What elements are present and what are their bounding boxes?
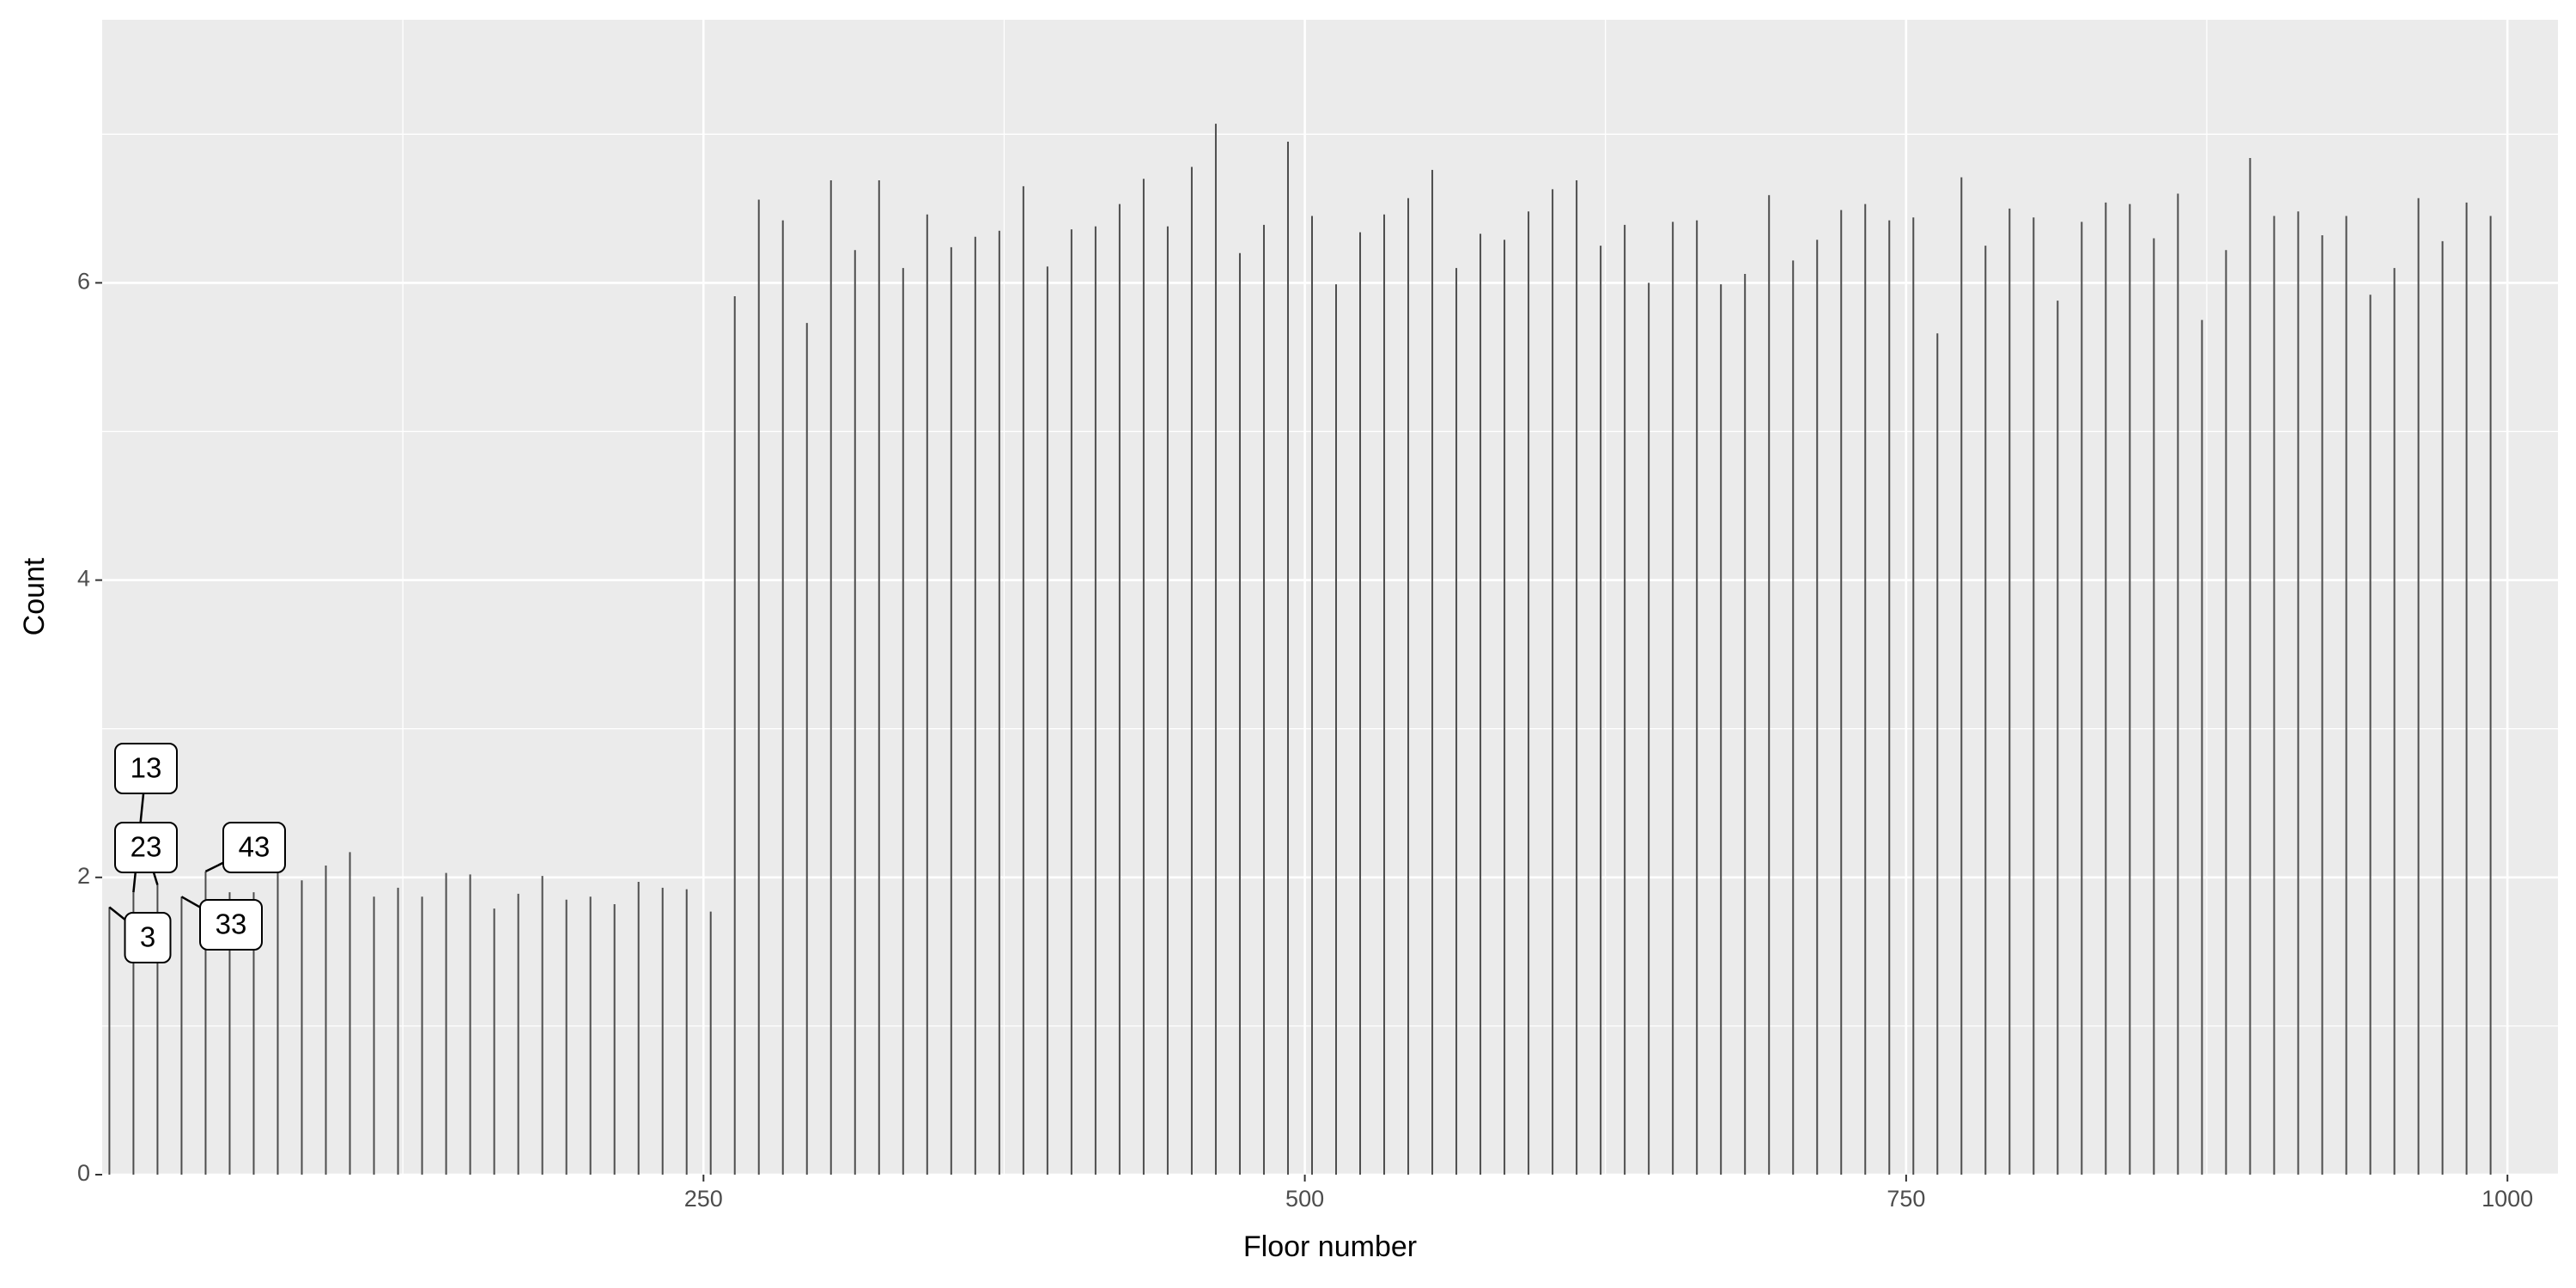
annotation-box <box>124 912 172 963</box>
x-tick-label: 250 <box>684 1186 723 1212</box>
y-tick-label: 0 <box>77 1160 90 1186</box>
y-tick-label: 2 <box>77 863 90 889</box>
y-axis-title: Count <box>18 557 51 635</box>
y-tick-label: 4 <box>77 566 90 592</box>
x-tick-label: 1000 <box>2482 1186 2533 1212</box>
annotation-label: 43 <box>239 831 270 863</box>
annotation-label: 3 <box>140 921 155 953</box>
panel <box>102 20 2558 1175</box>
x-tick-label: 500 <box>1285 1186 1324 1212</box>
annotation-label: 33 <box>216 908 247 940</box>
annotation-label: 13 <box>131 752 162 784</box>
annotation-box <box>114 822 178 873</box>
annotation-box <box>114 743 178 794</box>
x-tick-label: 750 <box>1886 1186 1925 1212</box>
x-axis-title: Floor number <box>1243 1230 1417 1263</box>
annotation-box <box>222 822 286 873</box>
annotation-label: 23 <box>131 831 162 863</box>
y-tick-label: 6 <box>77 269 90 295</box>
annotation-box <box>199 899 263 951</box>
